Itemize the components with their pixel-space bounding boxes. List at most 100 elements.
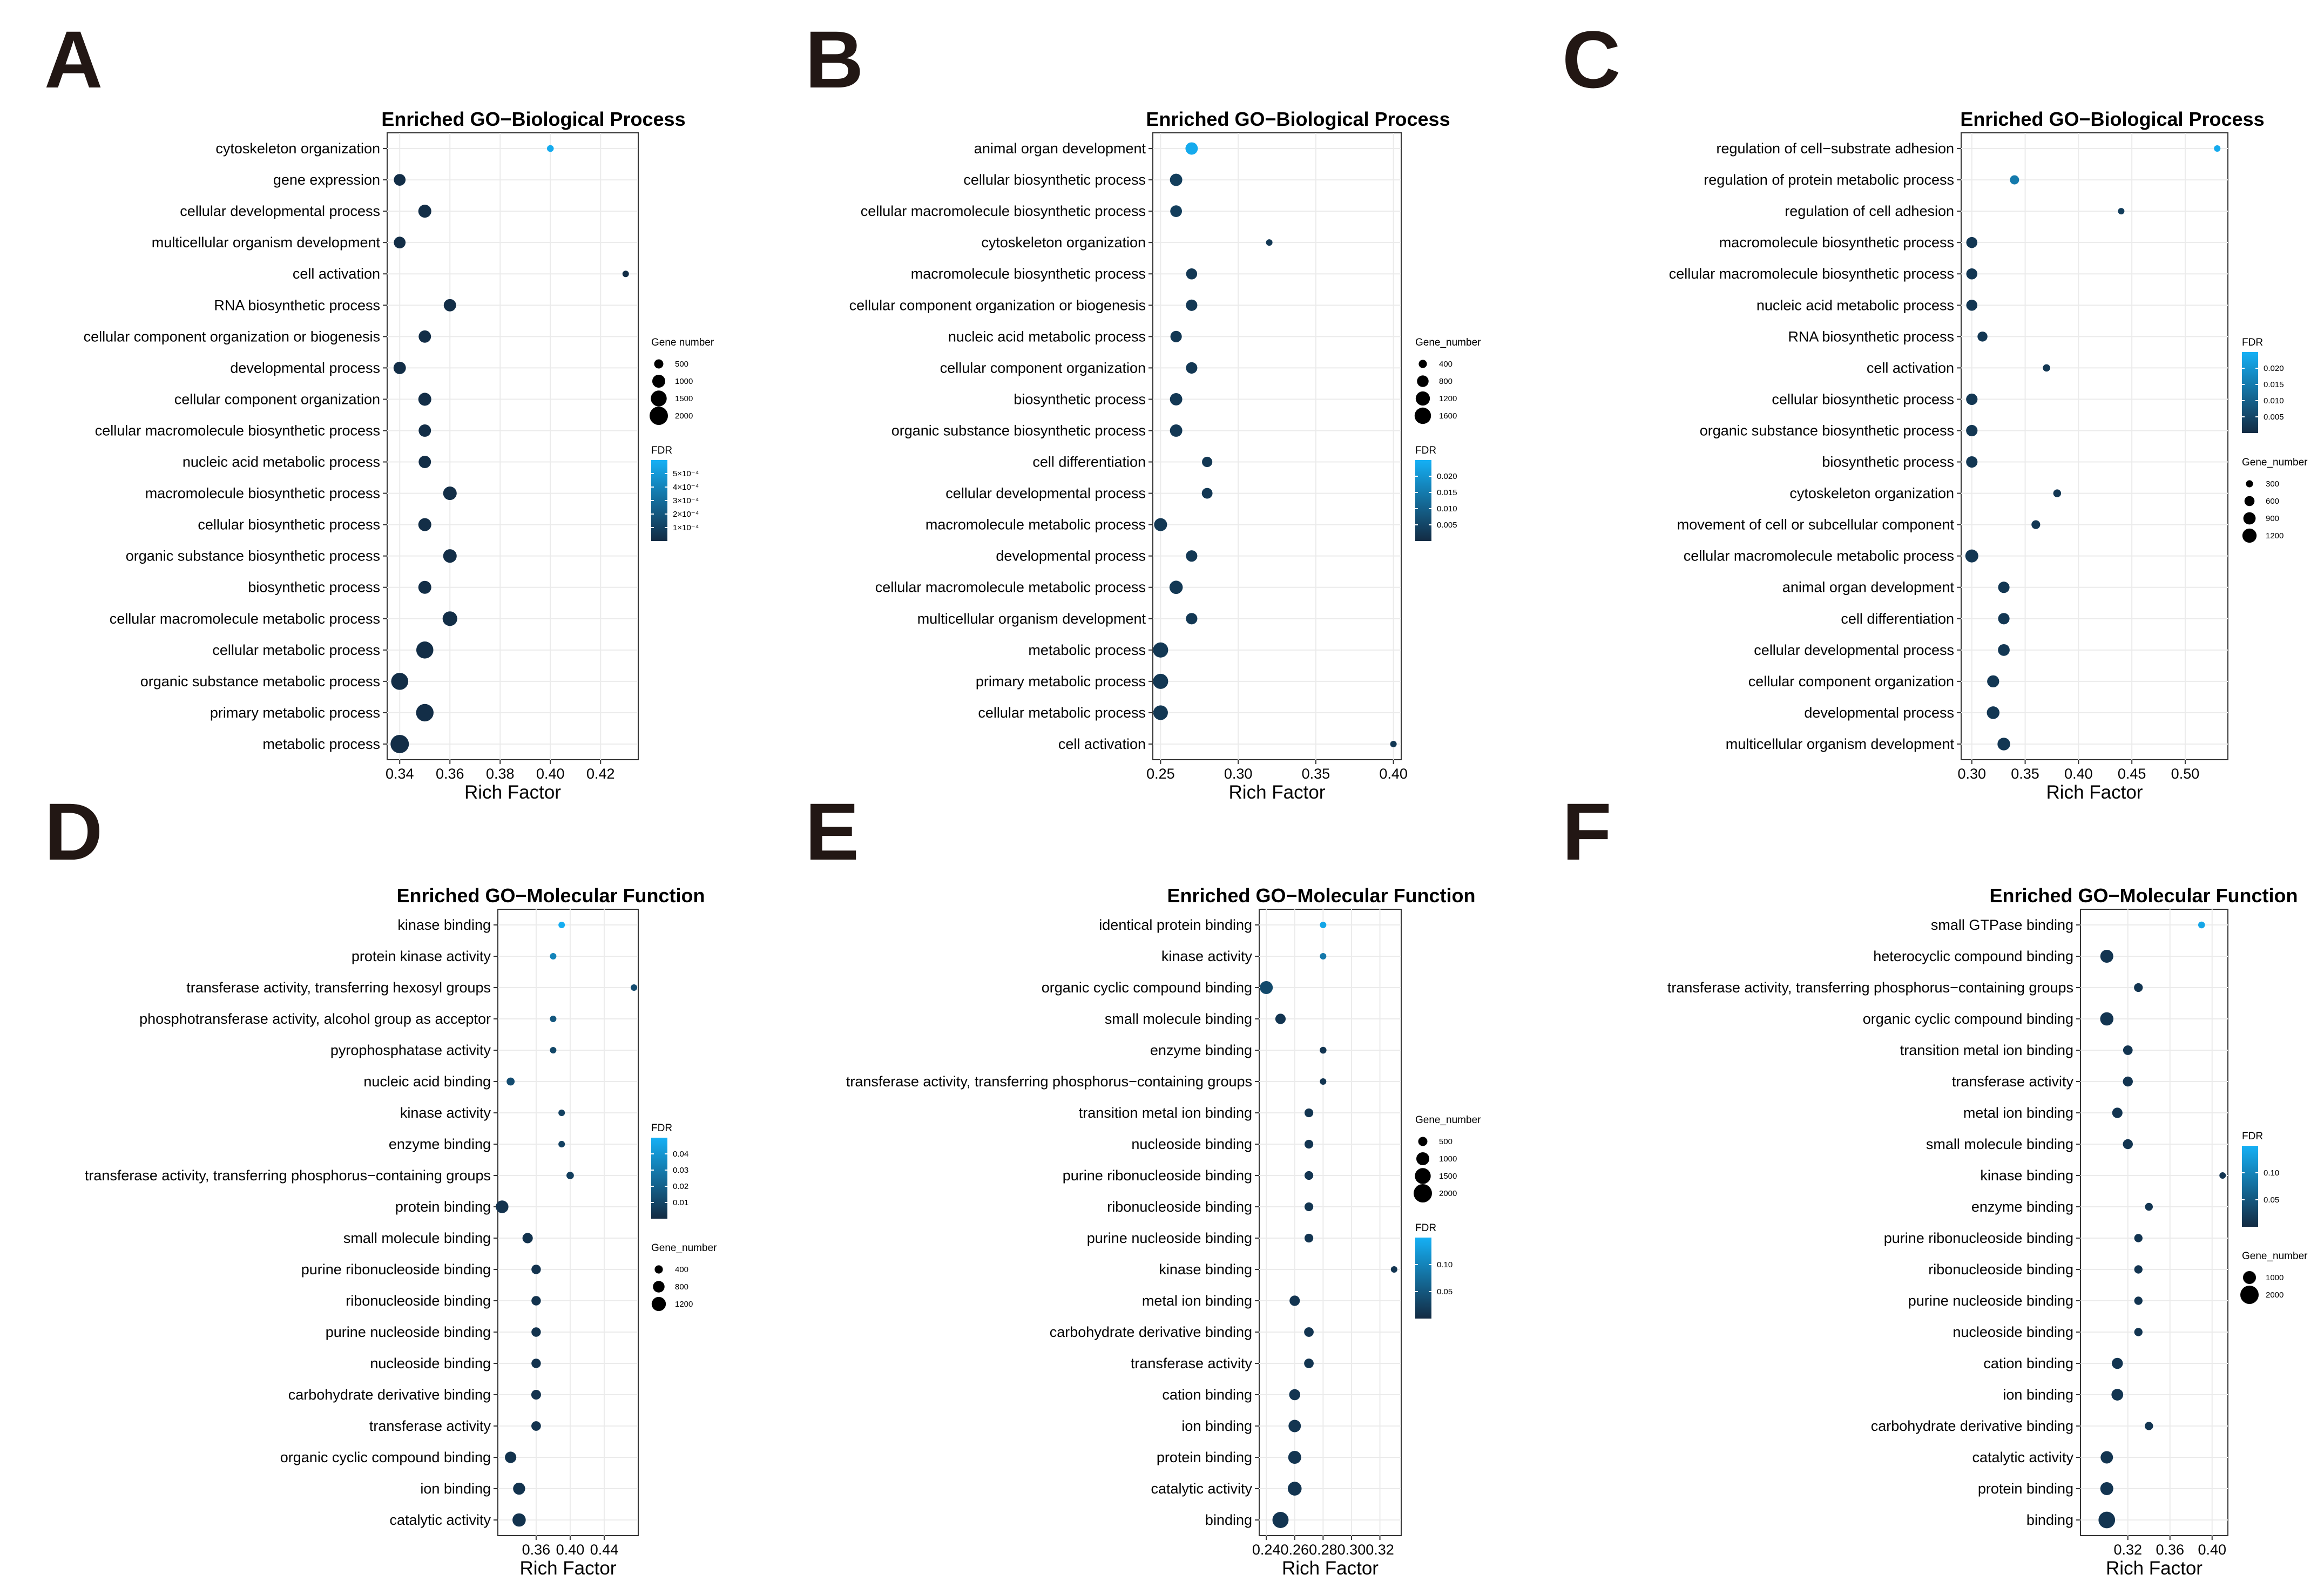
panel-c-category-label: cellular macromolecule metabolic process xyxy=(1684,548,1954,564)
panel-b-category-label: cellular macromolecule biosynthetic proc… xyxy=(861,203,1146,219)
panel-f-data-point xyxy=(2100,949,2113,963)
panel-d-fdr-legend-label: 0.01 xyxy=(673,1198,688,1207)
panel-a-size-legend-key xyxy=(651,390,667,407)
panel-f-letter: F xyxy=(1562,786,1612,877)
panel-b-size-legend-key xyxy=(1415,391,1430,406)
panel-b-title: Enriched GO−Biological Process xyxy=(1146,108,1450,130)
panel-f-size-legend: Gene_number 1000 2000 xyxy=(2240,1251,2308,1304)
panel-a-category-label: cellular biosynthetic process xyxy=(198,517,380,533)
panel-e-category-label: purine ribonucleoside binding xyxy=(1063,1167,1252,1184)
panel-d-category-label: carbohydrate derivative binding xyxy=(288,1387,491,1403)
panel-e-size-legend-key xyxy=(1418,1137,1428,1146)
panel-b-data-point xyxy=(1153,642,1168,658)
panel-e-size-legend-key xyxy=(1414,1184,1432,1202)
panel-f-title: Enriched GO−Molecular Function xyxy=(1989,884,2298,907)
panel-c: C Enriched GO−Biological Process regulatio… xyxy=(1562,14,2308,803)
panel-e-category-label: ion binding xyxy=(1181,1418,1252,1434)
panel-e-fdr-legend-label: 0.05 xyxy=(1437,1287,1453,1296)
panel-f-size-legend-label: 2000 xyxy=(2266,1290,2284,1300)
panel-d-gridlines xyxy=(498,909,638,1536)
panel-e-data-point xyxy=(1289,1295,1300,1306)
panel-d-fdr-legend-label: 0.02 xyxy=(673,1182,688,1191)
panel-b-data-point xyxy=(1186,362,1198,374)
panel-a-category-label: cell activation xyxy=(293,266,380,282)
panel-d-category-label: protein binding xyxy=(395,1199,491,1215)
panel-f-category-label: enzyme binding xyxy=(1971,1199,2073,1215)
panel-d-category-label: transferase activity xyxy=(369,1418,491,1434)
panel-f-fdr-legend-title: FDR xyxy=(2242,1131,2263,1142)
panel-d-category-label: purine nucleoside binding xyxy=(326,1324,491,1340)
panel-f-category-label: metal ion binding xyxy=(1963,1105,2073,1121)
panel-d-data-point xyxy=(513,1482,525,1495)
panel-a-data-point xyxy=(416,641,434,659)
panel-b-data-point xyxy=(1170,424,1183,437)
panel-f-category-label: organic cyclic compound binding xyxy=(1863,1011,2073,1027)
panel-b-category-label: cellular component organization xyxy=(940,360,1146,376)
panel-d-category-label: ion binding xyxy=(420,1481,491,1497)
panel-b-fdr-legend-label: 0.010 xyxy=(1437,504,1457,513)
panel-f-data-point xyxy=(2100,1451,2113,1464)
panel-a-size-legend-key xyxy=(654,359,664,369)
panel-d-data-point xyxy=(496,1200,509,1213)
panel-a-xtick-label: 0.38 xyxy=(486,766,515,782)
panel-c-category-label: organic substance biosynthetic process xyxy=(1700,422,1954,438)
panel-e-size-legend-label: 500 xyxy=(1439,1137,1453,1146)
panel-d-category-label: kinase binding xyxy=(397,917,491,933)
panel-c-data-point xyxy=(1966,456,1978,468)
panel-b-xtick-label: 0.30 xyxy=(1224,766,1253,782)
panel-e-category-label: ribonucleoside binding xyxy=(1107,1199,1252,1215)
panel-e-data-point xyxy=(1304,1171,1314,1180)
panel-a-points xyxy=(390,145,629,753)
panel-b-data-point xyxy=(1185,142,1198,155)
panel-c-fdr-legend-title: FDR xyxy=(2242,337,2263,348)
panel-a-fdr-legend-title: FDR xyxy=(651,445,672,456)
panel-c-fdr-legend-label: 0.005 xyxy=(2264,413,2284,422)
panel-a: A Enriched GO−Biological Processcytoskele… xyxy=(44,14,714,803)
panel-a-category-label: organic substance biosynthetic process xyxy=(126,548,380,564)
panel-b-category-label: multicellular organism development xyxy=(917,611,1146,627)
panel-a-category-label: gene expression xyxy=(273,172,380,188)
panel-a-fdr-legend-label: 4×10⁻⁴ xyxy=(673,483,699,492)
panel-a-data-point xyxy=(390,734,409,753)
panel-e-size-legend-label: 1500 xyxy=(1439,1172,1457,1181)
panel-e-data-point xyxy=(1304,1139,1314,1149)
panel-f-data-point xyxy=(2145,1422,2153,1430)
panel-f-x-axis-title: Rich Factor xyxy=(2106,1558,2203,1579)
panel-d-category-label: phosphotransferase activity, alcohol gro… xyxy=(139,1011,491,1027)
panel-d-data-point xyxy=(531,1265,541,1274)
panel-f-data-point xyxy=(2134,1328,2143,1336)
panel-c-data-point xyxy=(2214,145,2221,152)
panel-a-fdr-legend-label: 1×10⁻⁴ xyxy=(673,523,699,532)
panel-a-data-point xyxy=(418,205,431,218)
panel-a-size-legend-label: 1000 xyxy=(675,377,693,386)
panel-b-data-point xyxy=(1169,580,1183,594)
panel-b-xtick-label: 0.25 xyxy=(1146,766,1175,782)
panel-c-data-point xyxy=(1966,300,1978,311)
panel-c-size-legend: Gene_number 300 600 900 1200 xyxy=(2242,457,2308,543)
panel-b-fdr-legend-label: 0.015 xyxy=(1437,488,1457,497)
panel-c-category-label: RNA biosynthetic process xyxy=(1788,328,1954,344)
panel-b-category-label: biosynthetic process xyxy=(1014,391,1146,407)
panel-f-category-label: purine ribonucleoside binding xyxy=(1884,1230,2073,1246)
panel-e-letter: E xyxy=(805,786,859,877)
panel-a-data-point xyxy=(418,424,431,437)
panel-b-data-point xyxy=(1170,393,1183,406)
panel-e-category-label: organic cyclic compound binding xyxy=(1042,979,1252,996)
panel-c-size-legend-label: 600 xyxy=(2266,497,2279,506)
panel-b-category-label: metabolic process xyxy=(1028,642,1146,658)
panel-a-size-legend: Gene number 500 1000 1500 2000 xyxy=(650,337,714,425)
panel-a-category-label: macromolecule biosynthetic process xyxy=(145,485,380,502)
panel-b-category-label: cell differentiation xyxy=(1032,454,1146,470)
panel-e-data-point xyxy=(1304,1202,1314,1212)
panel-f-category-label: ribonucleoside binding xyxy=(1928,1261,2073,1278)
panel-e-xtick-label: 0.26 xyxy=(1280,1542,1309,1558)
panel-a-category-label: RNA biosynthetic process xyxy=(214,297,380,313)
panel-a-size-legend-title: Gene number xyxy=(651,337,714,348)
panel-e-fdr-colorbar xyxy=(1415,1238,1431,1319)
panel-d-fdr-colorbar xyxy=(651,1138,667,1219)
panel-b-data-point xyxy=(1153,673,1168,689)
panel-c-data-point xyxy=(2031,520,2041,529)
panel-f-category-label: transition metal ion binding xyxy=(1900,1042,2073,1058)
panel-f-data-point xyxy=(2134,1234,2143,1242)
panel-a-category-label: nucleic acid metabolic process xyxy=(183,454,380,470)
